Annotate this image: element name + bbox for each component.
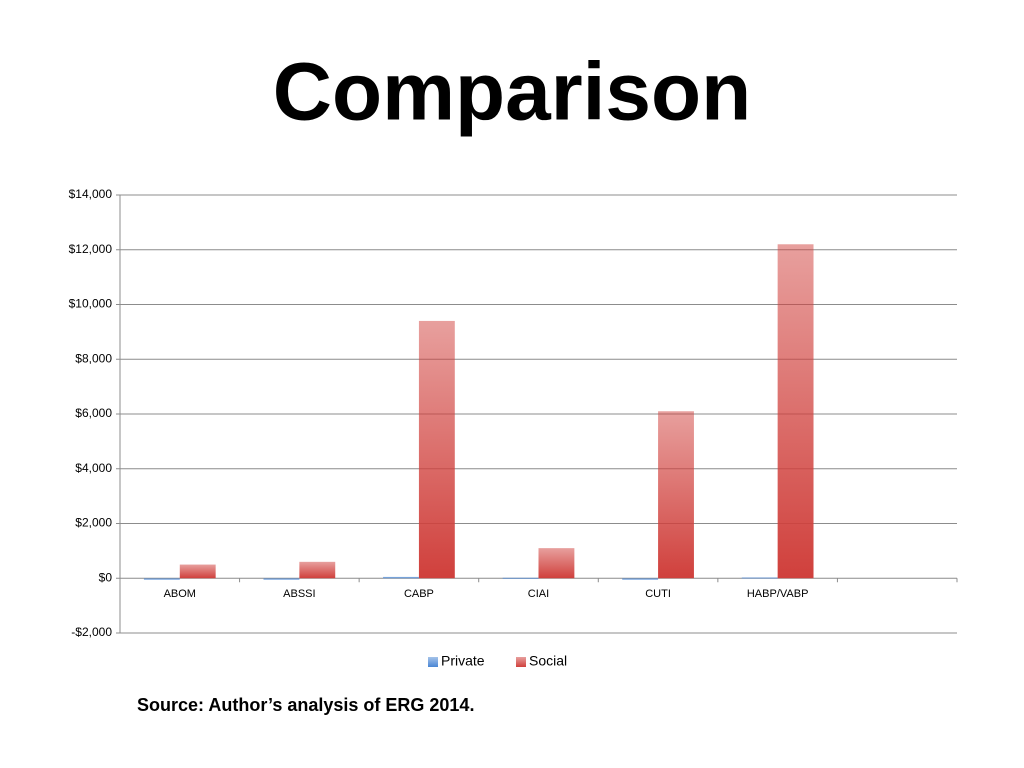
y-tick-label: $0 xyxy=(99,570,113,584)
bar xyxy=(502,577,539,579)
legend-swatch xyxy=(516,657,526,667)
x-tick-label: ABSSI xyxy=(283,588,315,600)
bar xyxy=(741,577,778,579)
x-tick-label: CUTI xyxy=(645,588,671,600)
bar xyxy=(383,576,419,579)
y-tick-label: $8,000 xyxy=(75,351,112,365)
bar xyxy=(538,548,575,579)
x-tick-label: HABP/VABP xyxy=(747,588,809,600)
y-tick-label: $10,000 xyxy=(69,297,113,311)
y-tick-label: $4,000 xyxy=(75,461,112,475)
bar xyxy=(658,411,694,579)
x-tick-label: CIAI xyxy=(528,588,549,600)
x-tick-label: ABOM xyxy=(164,588,196,600)
y-tick-label: $6,000 xyxy=(75,406,112,420)
y-tick-label: $14,000 xyxy=(69,187,113,201)
legend-swatch xyxy=(428,657,438,667)
bar xyxy=(622,578,659,580)
chart-title: Comparison xyxy=(273,47,751,138)
bar xyxy=(299,561,336,579)
y-tick-label: -$2,000 xyxy=(71,625,112,639)
bar xyxy=(179,564,216,579)
bar xyxy=(263,578,300,580)
bar xyxy=(143,578,180,580)
bar xyxy=(418,320,455,579)
legend-label: Private xyxy=(441,653,485,669)
source-note: Source: Author’s analysis of ERG 2014. xyxy=(137,695,474,715)
x-tick-label: CABP xyxy=(404,588,434,600)
bar xyxy=(777,244,814,579)
legend-label: Social xyxy=(529,653,567,669)
y-tick-label: $12,000 xyxy=(69,242,113,256)
y-tick-label: $2,000 xyxy=(75,516,112,530)
